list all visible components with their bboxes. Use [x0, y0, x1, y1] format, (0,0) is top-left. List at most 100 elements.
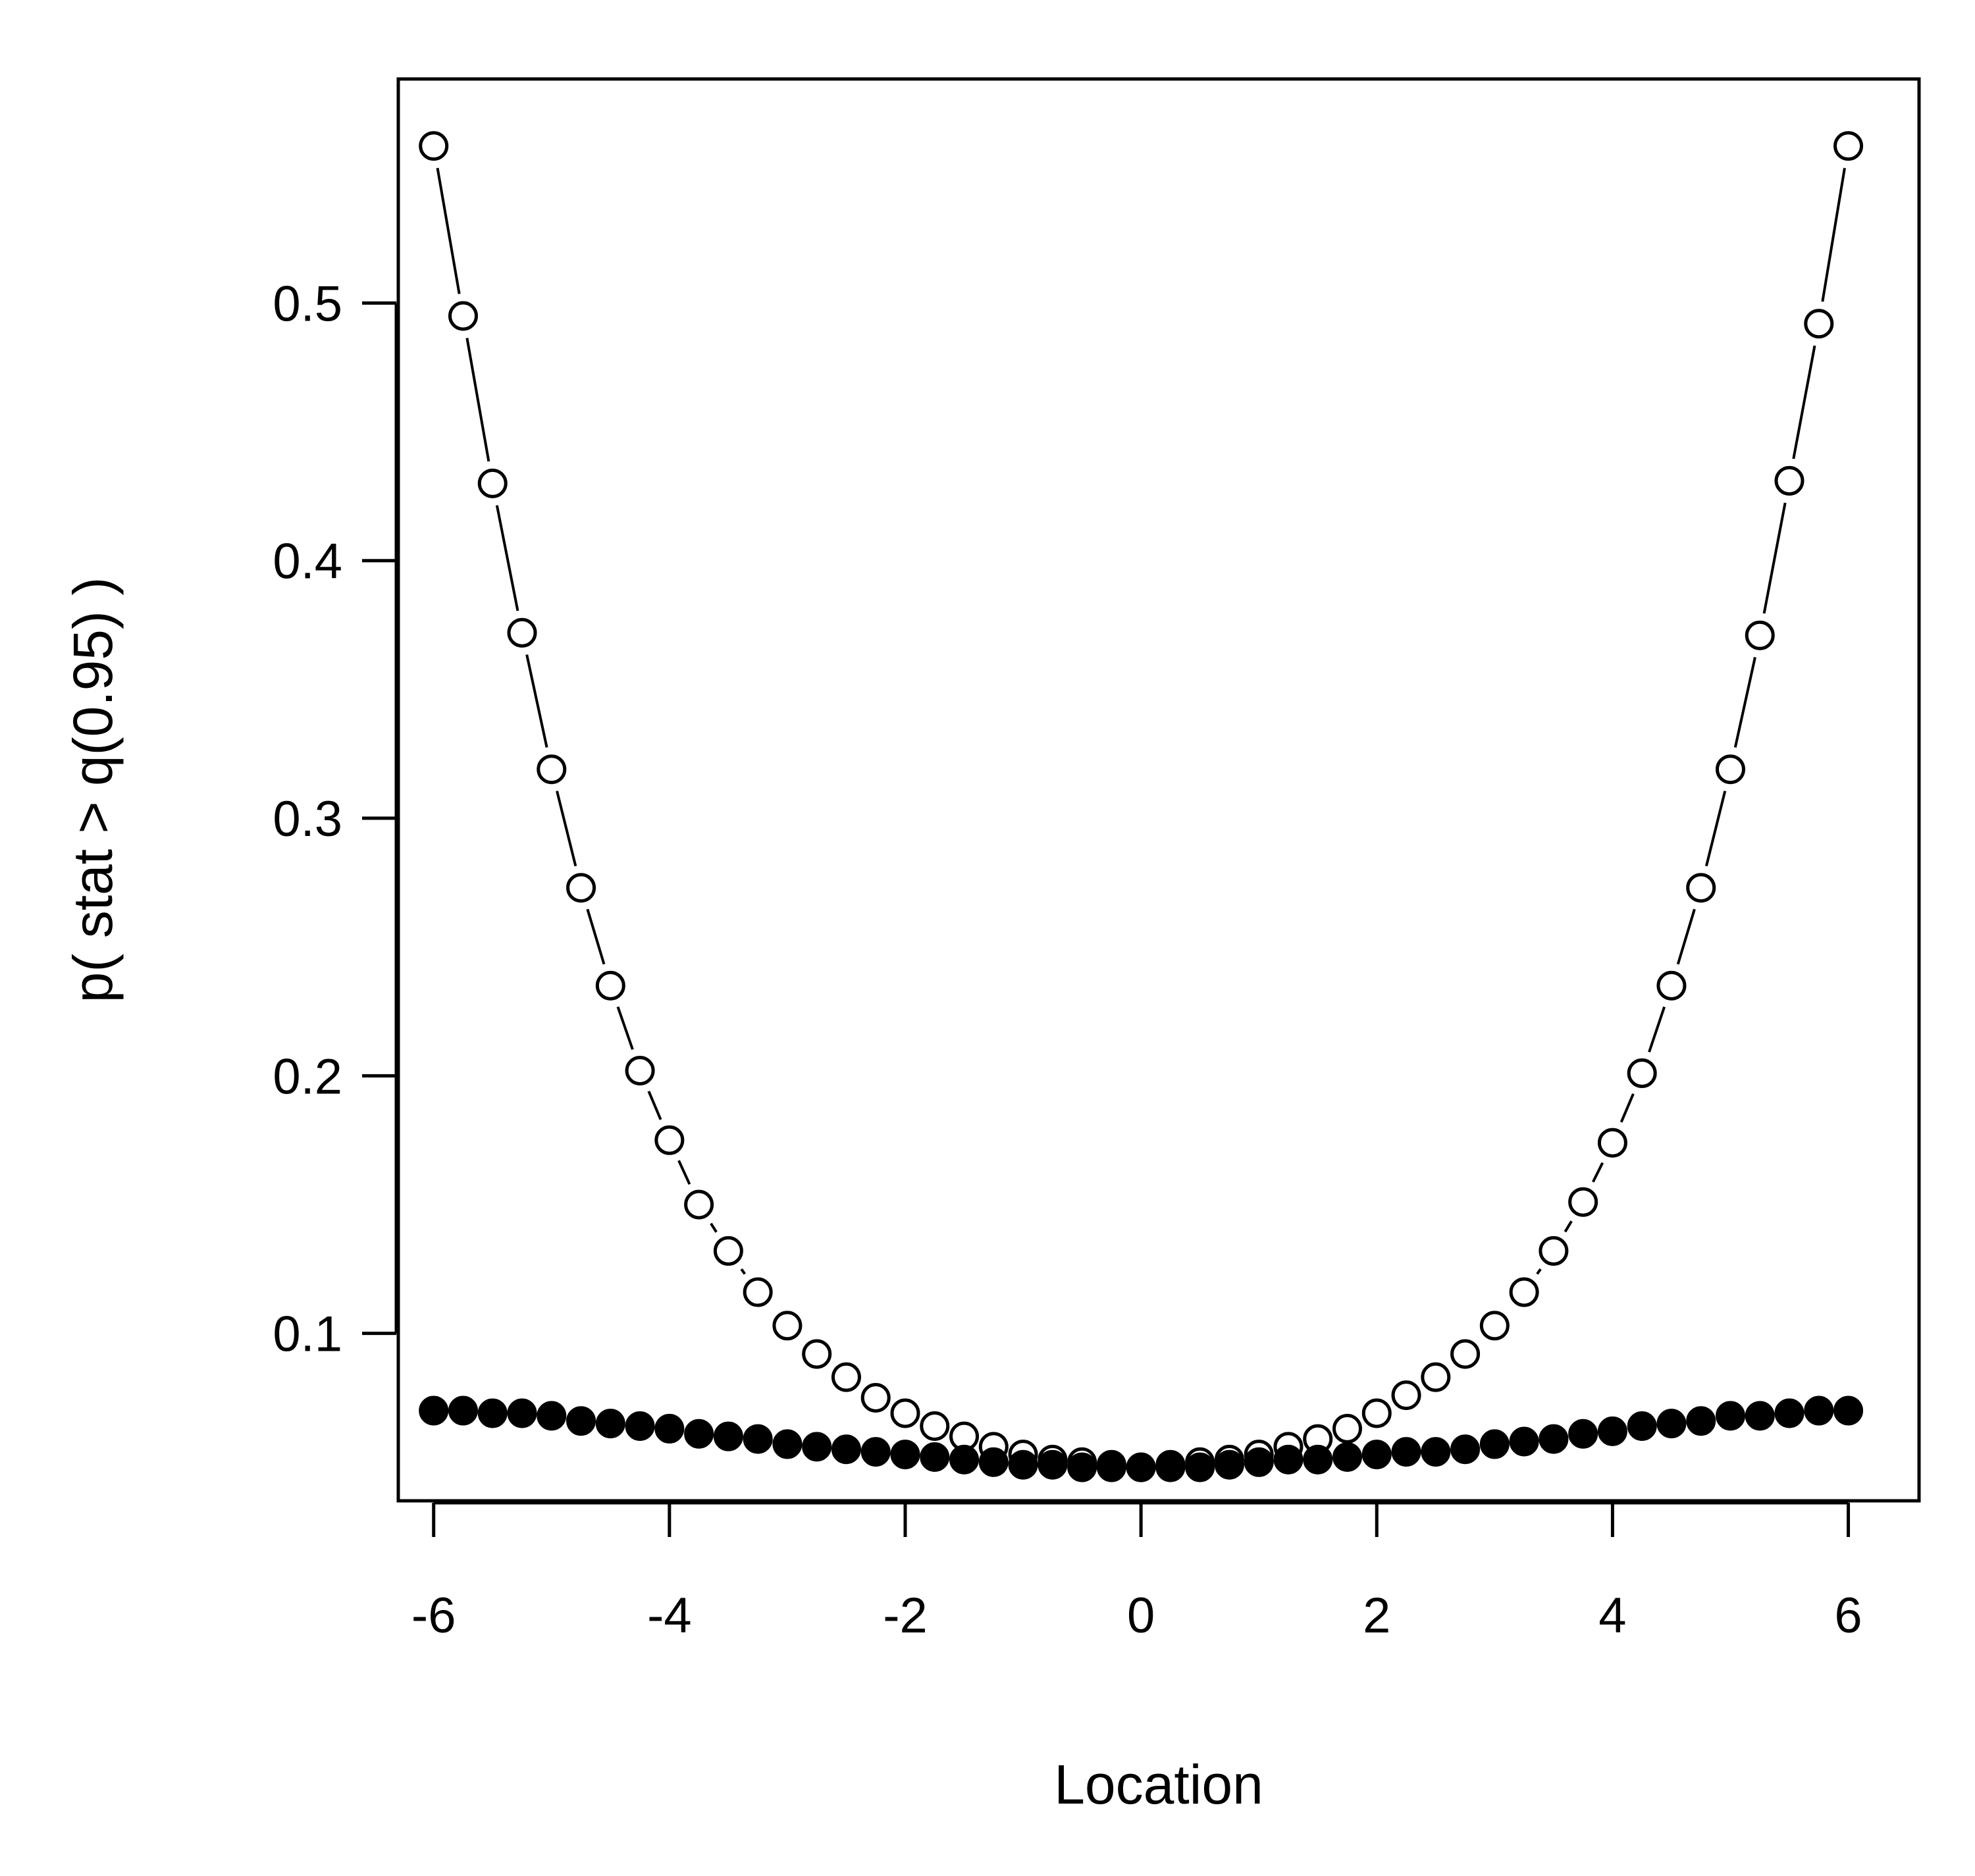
open-point — [743, 1277, 773, 1307]
y-tick-label: 0.2 — [273, 1049, 342, 1105]
open-point — [1539, 1236, 1569, 1266]
filled-point — [1303, 1444, 1333, 1474]
x-tick-label: -2 — [883, 1588, 928, 1644]
filled-point — [772, 1429, 803, 1459]
x-axis-label: Location — [1054, 1754, 1263, 1815]
series-0-segment — [586, 908, 606, 965]
open-point — [1332, 1413, 1363, 1444]
filled-point — [890, 1440, 920, 1470]
x-tick-label: -4 — [647, 1588, 692, 1644]
x-tick-label: 4 — [1598, 1588, 1626, 1644]
y-tick-label: 0.5 — [273, 276, 342, 332]
series-0-segment — [616, 1006, 634, 1051]
open-point — [537, 754, 567, 785]
y-axis-label: p( stat > q(0.95) ) — [62, 577, 124, 1003]
series-0-segment — [495, 505, 519, 612]
filled-point — [1450, 1434, 1481, 1465]
x-tick-label: 0 — [1127, 1588, 1155, 1644]
open-point — [1745, 620, 1775, 650]
series-0-segment — [1536, 1268, 1542, 1275]
series-0-segment — [1704, 791, 1727, 867]
filled-point — [1509, 1426, 1539, 1457]
filled-point — [1214, 1449, 1244, 1480]
open-point — [713, 1236, 743, 1266]
open-point — [890, 1398, 920, 1428]
series-0-segment — [647, 1091, 662, 1120]
open-point — [920, 1411, 950, 1442]
series-0-segment — [710, 1222, 718, 1233]
open-point — [1568, 1187, 1598, 1217]
series-0-segment — [436, 167, 461, 294]
plot-frame — [396, 77, 1921, 1503]
series-0-segment — [1648, 1006, 1666, 1053]
open-point — [477, 468, 508, 498]
filled-point — [860, 1437, 891, 1467]
open-point — [1715, 754, 1745, 785]
filled-point — [1361, 1440, 1392, 1470]
filled-point — [713, 1421, 743, 1451]
series-0-segment — [465, 338, 490, 462]
open-point — [1627, 1058, 1657, 1088]
series-0-segment — [525, 654, 548, 748]
x-axis: -6 -4 -2 0 2 4 6 — [411, 1501, 1862, 1644]
filled-point — [1479, 1429, 1510, 1459]
filled-point — [1332, 1442, 1363, 1472]
filled-point — [1745, 1401, 1775, 1431]
filled-point — [1185, 1452, 1215, 1482]
open-point — [419, 131, 449, 161]
x-tick-label: 6 — [1834, 1588, 1862, 1644]
open-point — [1479, 1311, 1510, 1341]
open-point — [595, 970, 625, 1001]
filled-point — [1568, 1419, 1598, 1449]
series-0-segment — [1592, 1162, 1604, 1183]
filled-point — [1008, 1449, 1038, 1480]
series-0-segment — [740, 1268, 747, 1275]
filled-point — [802, 1432, 832, 1462]
filled-point — [1774, 1398, 1804, 1428]
open-point — [831, 1362, 861, 1392]
filled-point — [477, 1398, 508, 1428]
filled-point — [949, 1444, 980, 1474]
open-point — [772, 1311, 803, 1341]
filled-point — [1126, 1452, 1156, 1482]
series-0-segment — [1733, 656, 1756, 748]
open-point — [1686, 873, 1716, 903]
filled-point — [684, 1419, 714, 1449]
filled-point — [1597, 1416, 1627, 1446]
open-point — [1774, 465, 1804, 496]
filled-point — [1244, 1447, 1274, 1477]
filled-point — [1686, 1406, 1716, 1436]
filled-point — [1421, 1437, 1451, 1467]
x-tick-label: -6 — [411, 1588, 456, 1644]
filled-point — [654, 1413, 685, 1444]
filled-point — [625, 1411, 655, 1442]
open-point — [625, 1056, 655, 1086]
x-tick-label: 2 — [1363, 1588, 1390, 1644]
filled-point — [920, 1442, 950, 1472]
filled-point — [1656, 1409, 1687, 1439]
series-0-segment — [556, 791, 577, 867]
open-point — [1833, 131, 1864, 161]
filled-point — [978, 1447, 1009, 1477]
series-lines — [436, 167, 1846, 1275]
filled-point — [831, 1434, 861, 1465]
filled-point — [1038, 1449, 1068, 1480]
series-0-segment — [1792, 345, 1816, 459]
filled-point — [1715, 1401, 1745, 1431]
y-tick-label: 0.4 — [273, 534, 342, 590]
open-point — [448, 301, 478, 331]
y-tick-label: 0.1 — [273, 1307, 342, 1363]
open-point — [1450, 1339, 1481, 1369]
open-point — [566, 873, 596, 903]
series-0-segment — [1620, 1093, 1635, 1123]
open-point — [1391, 1380, 1421, 1411]
y-tick-label: 0.3 — [273, 791, 342, 847]
series-0-segment — [677, 1160, 691, 1185]
filled-point — [448, 1395, 478, 1426]
open-point — [1597, 1128, 1627, 1158]
filled-point — [419, 1395, 449, 1426]
filled-point — [1804, 1395, 1834, 1426]
filled-point — [1096, 1452, 1126, 1482]
filled-point — [1067, 1452, 1097, 1482]
